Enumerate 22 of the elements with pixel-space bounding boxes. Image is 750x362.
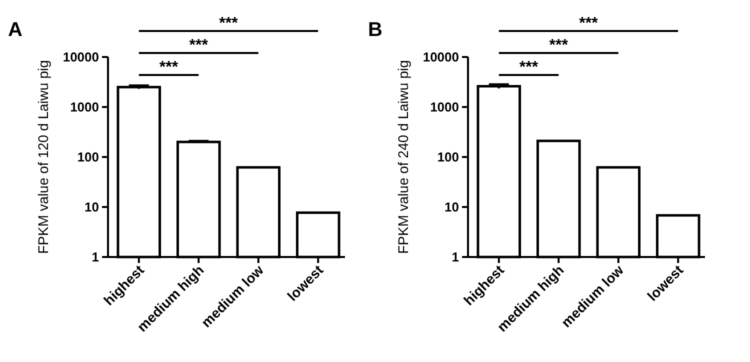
y-axis-title: FPKM value of 120 d Laiwu pig <box>35 60 51 254</box>
y-tick-label: 1000 <box>70 100 99 115</box>
y-tick-label: 10 <box>444 200 459 215</box>
annotation: *** <box>159 59 179 76</box>
y-tick-label: 10000 <box>422 50 459 65</box>
significance-bracket: *** <box>138 37 258 54</box>
annotation: *** <box>519 59 539 76</box>
y-tick-label: 10000 <box>62 50 99 65</box>
chart-title: A <box>8 19 22 41</box>
y-tick-label: 10 <box>84 200 99 215</box>
y-tick-label: 1000 <box>430 100 459 115</box>
y-tick-label: 1 <box>92 250 99 265</box>
significance-bracket: *** <box>498 37 618 54</box>
significance-bracket: *** <box>498 59 559 76</box>
y-tick-label: 1 <box>452 250 459 265</box>
y-axis-title: FPKM value of 240 d Laiwu pig <box>395 60 411 254</box>
chart-title: B <box>368 19 382 41</box>
significance-bracket: *** <box>138 59 199 76</box>
significance-bracket: *** <box>138 15 318 32</box>
y-tick-label: 100 <box>77 150 99 165</box>
y-tick-label: 100 <box>437 150 459 165</box>
significance-bracket: *** <box>498 15 678 32</box>
